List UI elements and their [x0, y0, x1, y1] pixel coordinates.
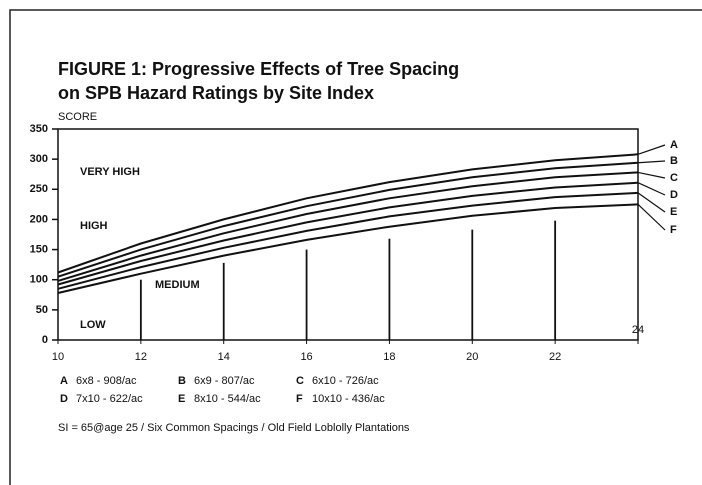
series-end-label: D: [670, 189, 678, 201]
series-end-label: B: [670, 155, 678, 167]
x-tick-label: 12: [135, 351, 147, 363]
legend-label: 6x10 - 726/ac: [312, 375, 379, 387]
chart-title: FIGURE 1: Progressive Effects of Tree Sp…: [58, 59, 459, 79]
series-end-label: A: [670, 139, 678, 151]
x-tick-label: 22: [549, 351, 561, 363]
leader-line: [637, 171, 666, 179]
legend-label: 7x10 - 622/ac: [76, 393, 143, 405]
legend-key: C: [296, 375, 304, 387]
y-tick-label: 0: [42, 334, 48, 346]
series-line: [57, 153, 639, 274]
series-line: [57, 191, 639, 290]
series-end-label: E: [670, 206, 677, 218]
x-tick-label: 14: [218, 351, 230, 363]
legend-key: F: [296, 393, 303, 405]
legend-key: A: [60, 375, 68, 387]
zone-label: MEDIUM: [155, 279, 200, 291]
legend-label: 6x9 - 807/ac: [194, 375, 255, 387]
y-tick-label: 200: [30, 213, 48, 225]
y-tick-label: 50: [36, 304, 48, 316]
leader-line: [637, 203, 666, 231]
series-line: [57, 181, 639, 286]
leader-line: [637, 160, 666, 164]
zone-label: LOW: [80, 319, 106, 331]
x-tick-label: 18: [383, 351, 395, 363]
footnote: SI = 65@age 25 / Six Common Spacings / O…: [58, 422, 410, 434]
x-tick-label: 16: [300, 351, 312, 363]
zone-label: VERY HIGH: [80, 166, 140, 178]
legend-label: 10x10 - 436/ac: [312, 393, 385, 405]
zone-label: HIGH: [80, 220, 108, 232]
series-line: [57, 203, 639, 294]
legend-label: 8x10 - 544/ac: [194, 393, 261, 405]
y-axis-label: SCORE: [58, 111, 97, 123]
y-tick-label: 300: [30, 153, 48, 165]
x-tick-label: 24: [632, 324, 644, 336]
x-tick-label: 20: [466, 351, 478, 363]
legend-key: E: [178, 393, 185, 405]
leader-line: [637, 144, 666, 155]
leader-line: [637, 192, 666, 213]
plot-frame: [57, 128, 639, 341]
x-tick-label: 10: [52, 351, 64, 363]
y-tick-label: 150: [30, 243, 48, 255]
series-end-label: F: [670, 224, 677, 236]
legend-label: 6x8 - 908/ac: [76, 375, 137, 387]
y-tick-label: 350: [30, 123, 48, 135]
leader-line: [637, 182, 666, 196]
chart-subtitle: on SPB Hazard Ratings by Site Index: [58, 83, 374, 103]
y-tick-label: 250: [30, 183, 48, 195]
legend-key: B: [178, 375, 186, 387]
y-tick-label: 100: [30, 274, 48, 286]
series-line: [57, 171, 639, 282]
frame: [9, 9, 702, 485]
series-end-label: C: [670, 172, 678, 184]
legend-key: D: [60, 393, 68, 405]
series-line: [57, 161, 639, 278]
